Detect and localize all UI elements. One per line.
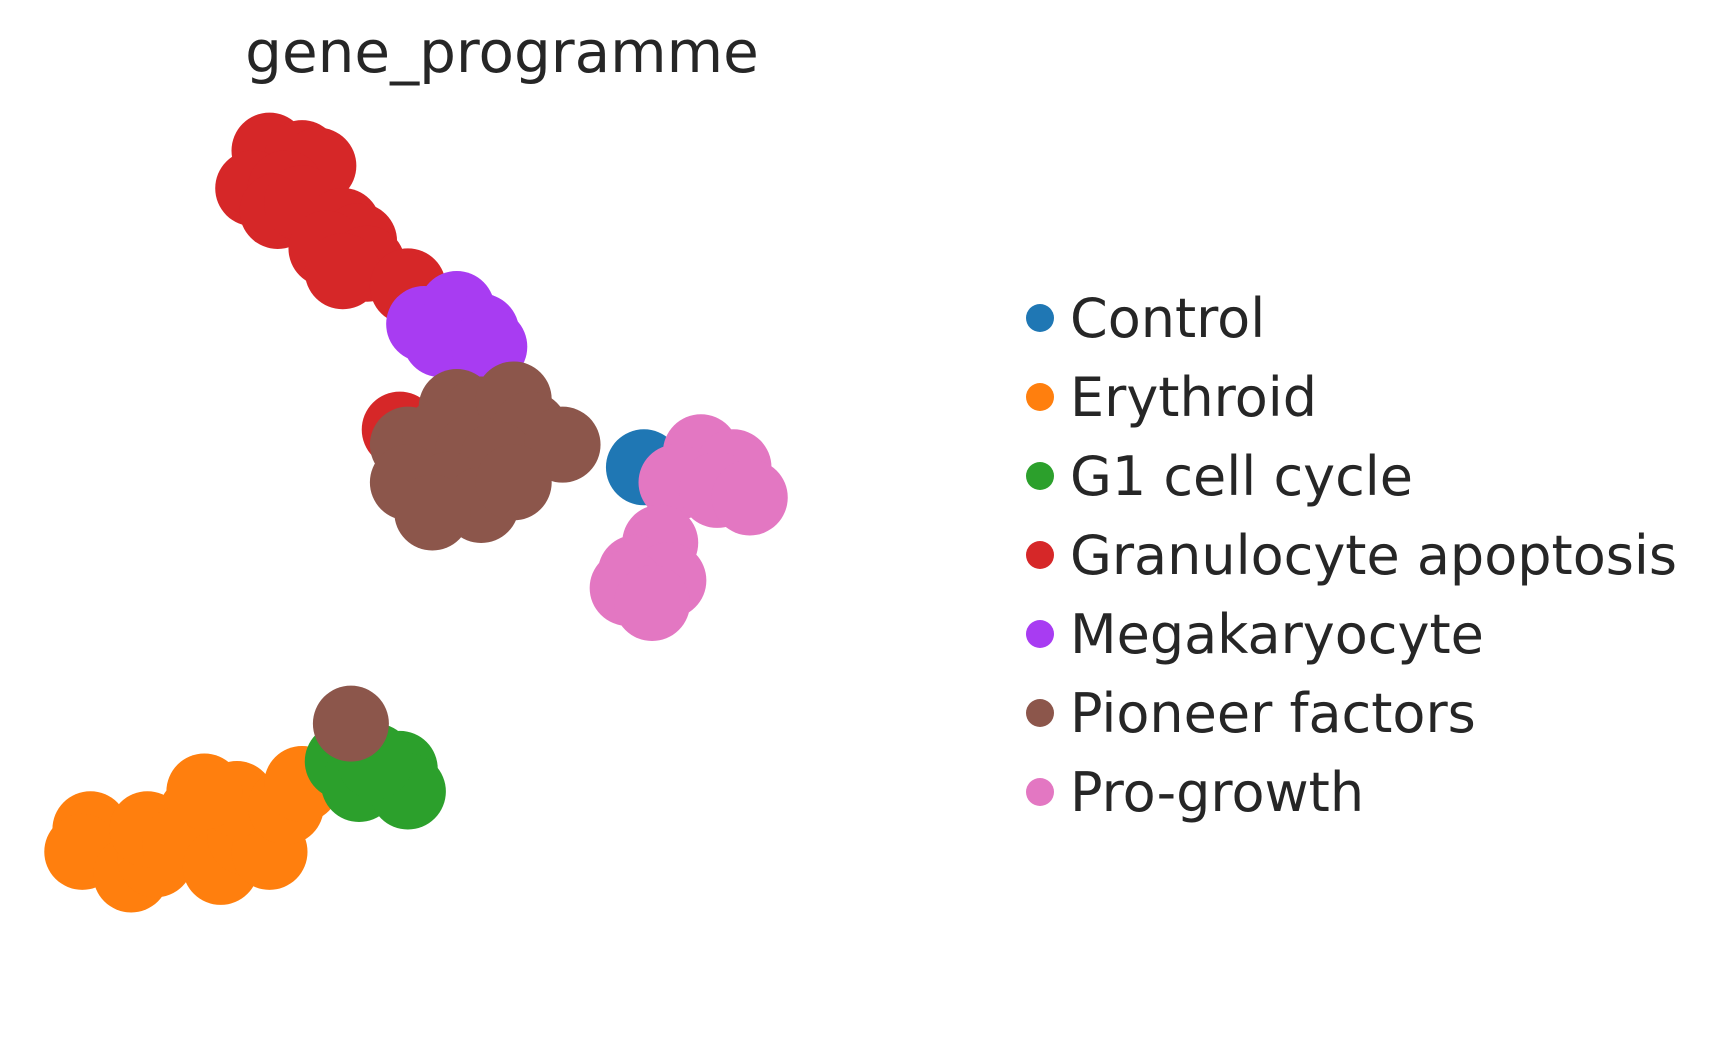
legend-marker <box>1026 541 1054 569</box>
legend-marker <box>1026 462 1054 490</box>
legend-label: Granulocyte apoptosis <box>1070 524 1677 587</box>
legend-item-granulocyte-apoptosis: Granulocyte apoptosis <box>1026 524 1677 587</box>
legend-item-g1-cell-cycle: G1 cell cycle <box>1026 445 1413 508</box>
series-erythroid <box>44 745 341 913</box>
legend-item-pro-growth: Pro-growth <box>1026 761 1364 824</box>
point-granulocyte-apoptosis <box>304 233 381 310</box>
series-pioneer-factors <box>312 361 601 762</box>
legend-item-control: Control <box>1026 287 1265 350</box>
legend: Control Erythroid G1 cell cycle Granulocyte… <box>1026 287 1677 824</box>
legend-marker <box>1026 699 1054 727</box>
point-pro-growth <box>614 565 691 642</box>
point-pioneer-factors <box>394 474 471 551</box>
legend-item-pioneer-factors: Pioneer factors <box>1026 682 1476 745</box>
legend-label: Pioneer factors <box>1070 682 1476 745</box>
point-erythroid <box>166 753 243 830</box>
point-pioneer-factors <box>312 685 389 762</box>
scatter-points <box>44 112 788 913</box>
legend-marker <box>1026 778 1054 806</box>
legend-label: Pro-growth <box>1070 761 1364 824</box>
legend-marker <box>1026 304 1054 332</box>
legend-label: G1 cell cycle <box>1070 445 1413 508</box>
legend-label: Megakaryocyte <box>1070 603 1484 666</box>
point-pro-growth <box>711 459 788 536</box>
legend-item-megakaryocyte: Megakaryocyte <box>1026 603 1484 666</box>
legend-label: Control <box>1070 287 1265 350</box>
series-granulocyte-apoptosis <box>215 112 446 468</box>
legend-marker <box>1026 383 1054 411</box>
series-pro-growth <box>589 414 788 642</box>
point-pioneer-factors <box>475 444 552 521</box>
legend-item-erythroid: Erythroid <box>1026 366 1317 429</box>
chart-title: gene_programme <box>245 18 759 86</box>
legend-marker <box>1026 620 1054 648</box>
legend-label: Erythroid <box>1070 366 1317 429</box>
